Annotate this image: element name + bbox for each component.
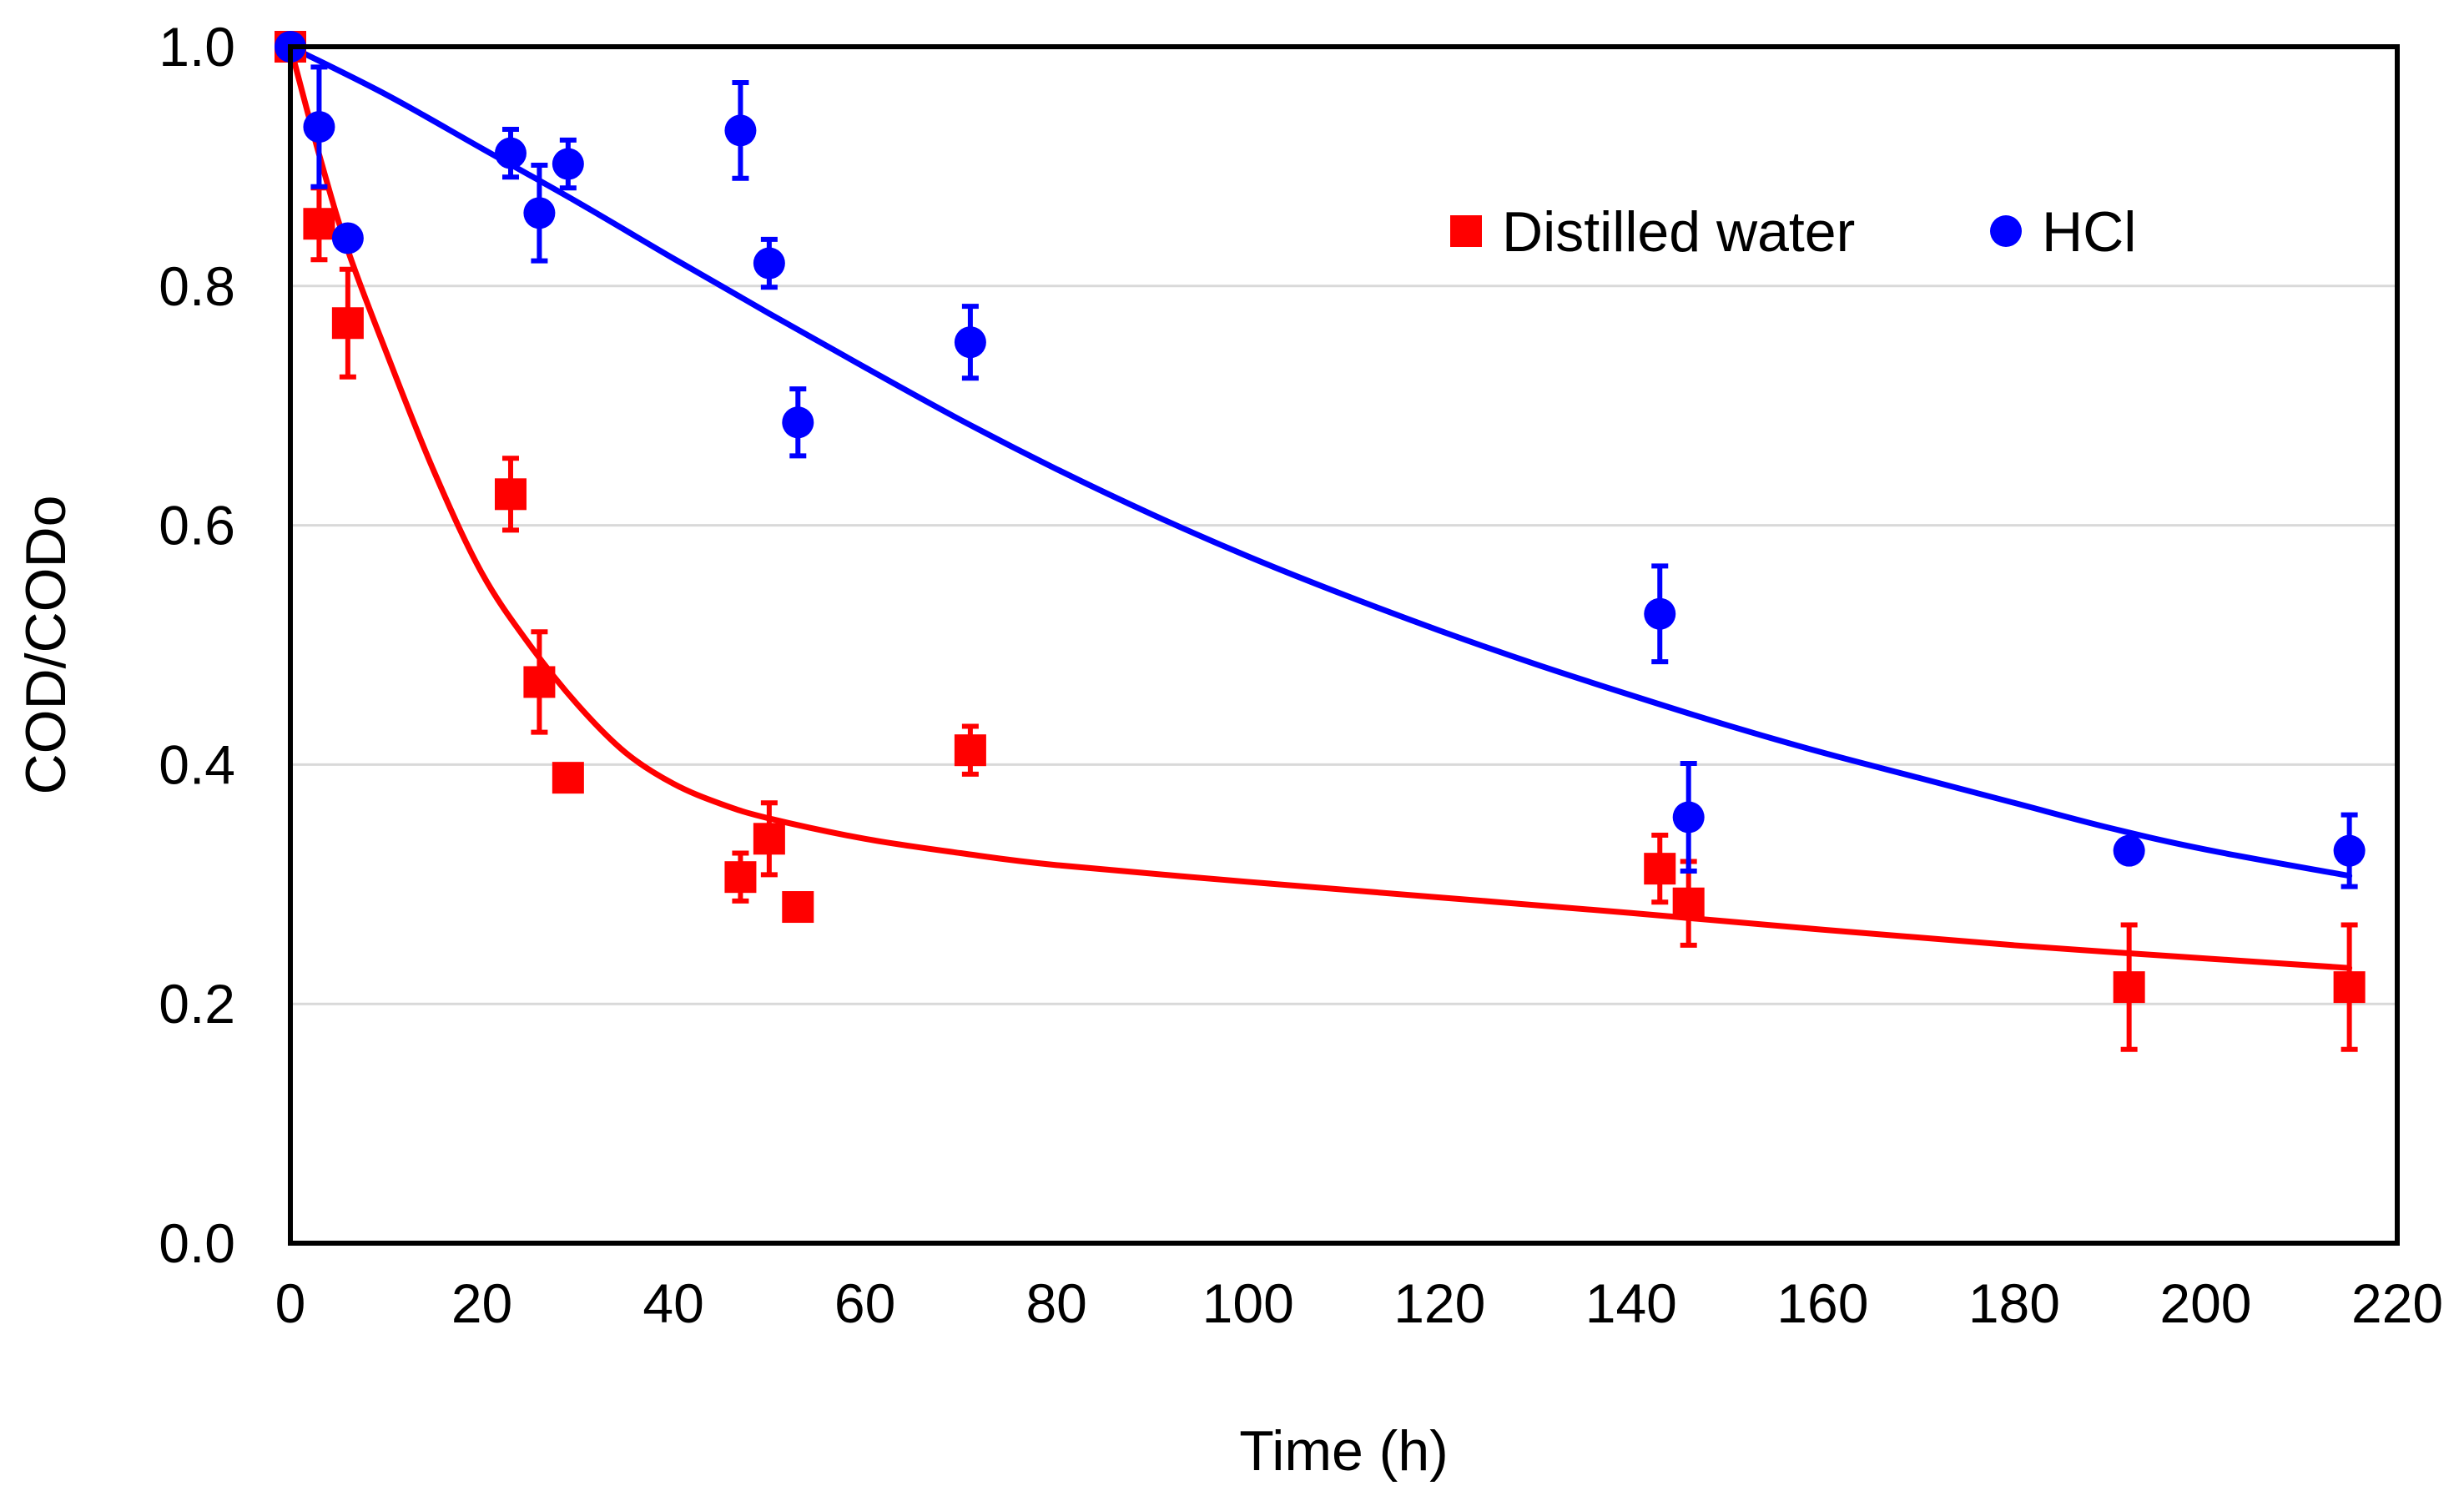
- fit-curve-distilled-water: [287, 43, 2353, 971]
- x-tick-label: 60: [834, 1272, 895, 1334]
- legend-marker-circle: [1990, 215, 2022, 247]
- data-point-circle: [523, 197, 556, 229]
- data-point-square: [331, 307, 364, 340]
- data-point-circle: [1672, 801, 1705, 834]
- data-point-circle: [494, 137, 527, 169]
- y-tick-label: 0.0: [159, 1212, 235, 1274]
- data-point-circle: [331, 222, 364, 254]
- data-point-square: [782, 891, 814, 924]
- x-tick-label: 180: [1968, 1272, 2060, 1334]
- x-tick-label: 120: [1393, 1272, 1485, 1334]
- x-axis-title: Time (h): [1239, 1419, 1449, 1483]
- x-tick-label: 80: [1025, 1272, 1086, 1334]
- data-point-circle: [1644, 597, 1676, 630]
- x-tick-label: 220: [2351, 1272, 2443, 1334]
- x-tick-label: 160: [1776, 1272, 1868, 1334]
- legend: Distilled water HCl: [1450, 200, 2136, 264]
- y-tick-label: 0.4: [159, 733, 235, 795]
- data-point-circle: [782, 406, 814, 439]
- data-point-circle: [2113, 834, 2145, 867]
- y-tick-label: 0.6: [159, 495, 235, 557]
- data-point-square: [1644, 853, 1676, 885]
- data-point-square: [303, 208, 335, 240]
- data-point-square: [724, 861, 757, 894]
- data-point-square: [552, 762, 584, 794]
- data-point-square: [954, 734, 986, 767]
- x-tick-label: 140: [1585, 1272, 1677, 1334]
- data-point-circle: [303, 111, 335, 144]
- legend-label: HCl: [2042, 200, 2136, 264]
- data-points: [275, 31, 2366, 1004]
- gridlines: [290, 285, 2397, 1005]
- data-point-square: [2333, 971, 2366, 1004]
- y-tick-labels: 0.0 0.2 0.4 0.6 0.8 1.0: [159, 16, 235, 1274]
- x-tick-label: 200: [2159, 1272, 2251, 1334]
- y-tick-label: 0.8: [159, 255, 235, 317]
- data-point-circle: [753, 247, 785, 280]
- data-point-circle: [552, 148, 584, 180]
- x-tick-label: 20: [451, 1272, 512, 1334]
- x-tick-labels: 0 20 40 60 80 100 120 140 160 180 200 220: [275, 1272, 2443, 1334]
- x-tick-label: 100: [1202, 1272, 1294, 1334]
- y-axis-title: COD/CODo: [14, 496, 78, 795]
- fit-curves: [287, 43, 2353, 971]
- plot-frame: [288, 44, 2400, 1246]
- data-point-square: [523, 666, 556, 698]
- x-tick-label: 0: [275, 1272, 306, 1334]
- data-point-circle: [2333, 834, 2366, 867]
- y-tick-label: 0.2: [159, 973, 235, 1035]
- data-point-circle: [724, 114, 757, 147]
- legend-label: Distilled water: [1502, 200, 1855, 264]
- fit-curve-hcl: [287, 43, 2353, 879]
- legend-marker-square: [1450, 215, 1482, 247]
- data-point-square: [753, 823, 785, 855]
- data-point-circle: [954, 326, 986, 359]
- y-tick-label: 1.0: [159, 16, 235, 78]
- data-point-square: [2113, 971, 2145, 1004]
- data-point-square: [1672, 887, 1705, 919]
- x-tick-label: 40: [642, 1272, 703, 1334]
- data-point-square: [494, 478, 527, 511]
